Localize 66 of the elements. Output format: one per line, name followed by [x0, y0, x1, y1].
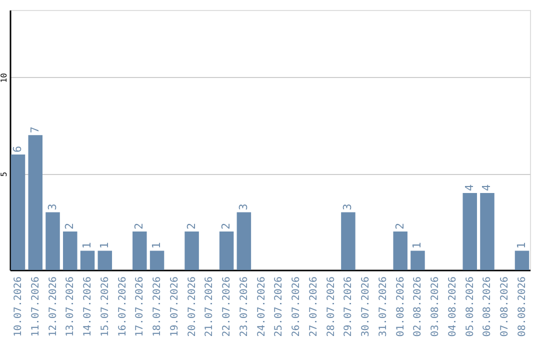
- x-tick-label: 26.07.2026: [291, 276, 302, 337]
- x-tick-label: 04.08.2026: [447, 276, 458, 337]
- data-label: 1: [410, 242, 424, 249]
- x-tick-label: 17.07.2026: [134, 276, 146, 337]
- x-tick-label: 03.08.2026: [430, 276, 442, 337]
- x-tick-label: 16.07.2026: [117, 276, 128, 337]
- data-label: 1: [150, 242, 164, 249]
- x-tick-label: 15.07.2026: [100, 276, 111, 337]
- bar: [98, 250, 112, 270]
- data-label: 2: [63, 222, 76, 230]
- bar: [150, 250, 164, 270]
- bar: [80, 250, 95, 270]
- x-tick-label: 31.07.2026: [378, 276, 389, 337]
- x-tick-label: 21.07.2026: [204, 276, 216, 337]
- x-tick-label: 13.07.2026: [65, 276, 76, 337]
- x-tick-label: 22.07.2026: [222, 276, 233, 337]
- bar: [236, 212, 252, 270]
- bar: [46, 212, 60, 270]
- data-label: 6: [10, 146, 24, 152]
- x-tick-label: 07.08.2026: [500, 276, 511, 337]
- x-tick-label: 27.07.2026: [308, 276, 320, 337]
- x-tick-label: 14.07.2026: [82, 276, 94, 337]
- x-tick-label: 30.07.2026: [360, 276, 372, 337]
- data-label: 4: [462, 184, 476, 191]
- x-tick-label: 08.08.2026: [517, 276, 528, 337]
- bar: [132, 231, 147, 270]
- x-tick-label: 02.08.2026: [412, 276, 424, 337]
- data-label: 2: [220, 222, 233, 230]
- bar: [10, 154, 26, 270]
- bar: [393, 231, 408, 270]
- x-tick-label: 06.08.2026: [482, 276, 494, 337]
- data-label: 3: [236, 204, 250, 210]
- bar: [184, 231, 199, 270]
- data-label: 1: [80, 242, 94, 249]
- x-tick-label: 28.07.2026: [326, 276, 337, 337]
- bar: [480, 192, 494, 270]
- data-label: 2: [393, 222, 406, 230]
- y-tick-label: 10: [0, 72, 8, 83]
- bar: [63, 231, 78, 270]
- data-label: 3: [46, 204, 59, 210]
- y-tick-label: 5: [0, 172, 8, 177]
- bar: [219, 231, 234, 270]
- x-tick-label: 23.07.2026: [238, 276, 250, 337]
- x-tick-label: 24.07.2026: [256, 276, 268, 337]
- x-tick-label: 10.07.2026: [12, 276, 24, 337]
- x-tick-label: 29.07.2026: [343, 276, 354, 337]
- x-tick-label: 01.08.2026: [395, 276, 406, 337]
- bar: [514, 250, 530, 270]
- data-label: 7: [28, 126, 42, 134]
- x-tick-label: 20.07.2026: [186, 276, 198, 337]
- bar: [462, 192, 477, 270]
- x-tick-label: 18.07.2026: [152, 276, 164, 337]
- x-tick-label: 19.07.2026: [169, 276, 180, 337]
- bar: [341, 212, 356, 270]
- x-tick-label: 11.07.2026: [30, 276, 42, 337]
- x-tick-label: 12.07.2026: [48, 276, 59, 337]
- data-label: 3: [341, 204, 354, 210]
- x-tick-label: 05.08.2026: [464, 276, 476, 337]
- bar: [410, 250, 425, 270]
- bar: [28, 135, 42, 270]
- data-label: 1: [98, 242, 111, 249]
- x-tick-label: 25.07.2026: [274, 276, 285, 337]
- data-label: 2: [132, 222, 146, 230]
- data-label: 2: [184, 222, 198, 230]
- data-label: 1: [515, 242, 528, 249]
- data-label: 4: [480, 184, 494, 191]
